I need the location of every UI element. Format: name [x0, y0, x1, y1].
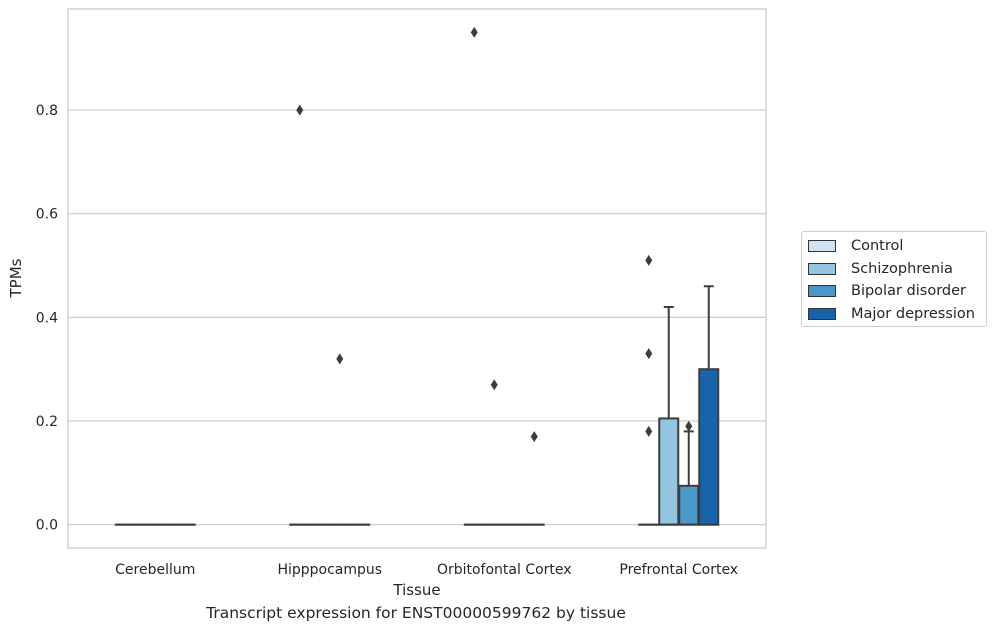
x-tick-label: Cerebellum	[115, 562, 195, 578]
box	[658, 417, 680, 526]
legend-item: Major depression	[808, 303, 986, 326]
outlier-point	[685, 420, 693, 432]
outlier-point	[470, 26, 478, 38]
y-tick-labels: 0.0 0.2 0.4 0.6 0.8	[36, 103, 58, 534]
legend-item: Bipolar disorder	[808, 280, 986, 303]
legend-label: Bipolar disorder	[851, 283, 966, 300]
plot-area-frame	[67, 8, 767, 549]
chart-caption: Transcript expression for ENST0000059976…	[206, 604, 626, 622]
outlier-point	[490, 379, 498, 391]
x-tick-label: Hipppocampus	[277, 562, 382, 578]
y-tick-label: 0.0	[36, 518, 58, 534]
outlier-point	[296, 104, 304, 116]
x-axis-label: Tissue	[392, 581, 440, 599]
box-control	[638, 254, 660, 526]
outlier-point	[645, 425, 653, 437]
y-tick-label: 0.6	[36, 207, 58, 223]
chart-legend: Control Schizophrenia Bipolar disorder Majo…	[801, 231, 987, 327]
outlier-point	[645, 348, 653, 360]
box	[698, 368, 720, 526]
x-tick-label: Prefrontal Cortex	[619, 562, 738, 578]
legend-swatch	[808, 240, 836, 253]
box-major-depression	[523, 431, 545, 526]
legend-swatch	[808, 307, 836, 320]
plot-area-background	[68, 9, 766, 548]
outlier-point	[645, 254, 653, 266]
box	[678, 484, 700, 526]
legend-label: Control	[851, 238, 904, 255]
legend-swatch	[808, 262, 836, 275]
legend-label: Schizophrenia	[851, 260, 953, 277]
legend-item: Control	[808, 235, 986, 258]
x-tick-label: Orbitofontal Cortex	[437, 562, 572, 578]
box-groups	[114, 26, 720, 526]
y-tick-label: 0.4	[36, 310, 58, 326]
box-schizophrenia	[658, 306, 680, 526]
y-tick-label: 0.8	[36, 103, 58, 119]
legend-label: Major depression	[851, 305, 975, 322]
legend-item: Schizophrenia	[808, 258, 986, 281]
outlier-point	[530, 431, 538, 443]
y-tick-label: 0.2	[36, 414, 58, 430]
y-axis-label: TPMs	[7, 258, 25, 298]
outlier-point	[336, 353, 344, 365]
x-tick-labels: Cerebellum Hipppocampus Orbitofontal Corte…	[115, 562, 738, 578]
box-major-depression	[698, 285, 720, 526]
legend-swatch	[808, 285, 836, 298]
